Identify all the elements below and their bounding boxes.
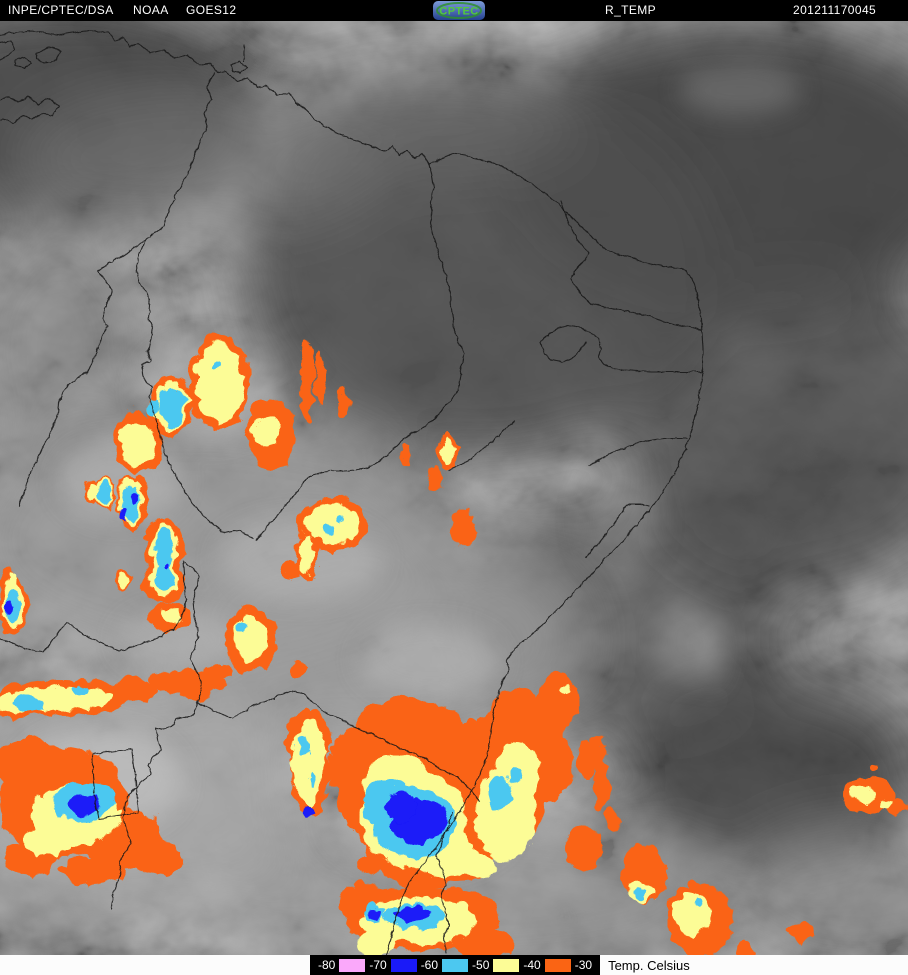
- header-bar: INPE/CPTEC/DSA NOAA GOES12 CPTEC R_TEMP …: [0, 0, 908, 21]
- overlay-blue: [2, 489, 444, 919]
- legend-label: -70: [369, 958, 387, 972]
- logo-background: [433, 1, 485, 20]
- legend-label: -60: [420, 958, 439, 972]
- legend-spacer: [0, 955, 310, 975]
- coastline: [0, 29, 703, 959]
- logo-text: CPTEC: [439, 6, 478, 18]
- legend-label: -50: [472, 958, 490, 972]
- temperature-scale: -80 -70 -60 -50 -40 -30: [310, 955, 601, 975]
- satellite-label: GOES12: [186, 3, 237, 17]
- legend-swatch-blue: [390, 958, 417, 972]
- legend-swatch-pink: [339, 958, 366, 972]
- legend-bar: -80 -70 -60 -50 -40 -30 Temp. Celsius: [0, 955, 908, 975]
- cptec-logo: CPTEC: [432, 0, 486, 21]
- legend-swatch-orange: [544, 958, 571, 972]
- state-borders: [0, 29, 703, 959]
- legend-title: Temp. Celsius: [608, 957, 690, 973]
- source-label: INPE/CPTEC/DSA: [8, 3, 114, 17]
- df-rectangle: [91, 747, 138, 819]
- logo-ellipse: [436, 2, 482, 19]
- timestamp-label: 201211170045: [793, 3, 877, 17]
- legend-label: -80: [318, 958, 336, 972]
- legend-swatch-cyan: [442, 958, 469, 972]
- product-label: R_TEMP: [605, 3, 657, 17]
- agency-label: NOAA: [133, 3, 169, 17]
- legend-swatch-yellow: [493, 958, 520, 972]
- temperature-overlay: [0, 331, 905, 955]
- legend-label: -40: [523, 958, 541, 972]
- legend-label: -30: [574, 958, 593, 972]
